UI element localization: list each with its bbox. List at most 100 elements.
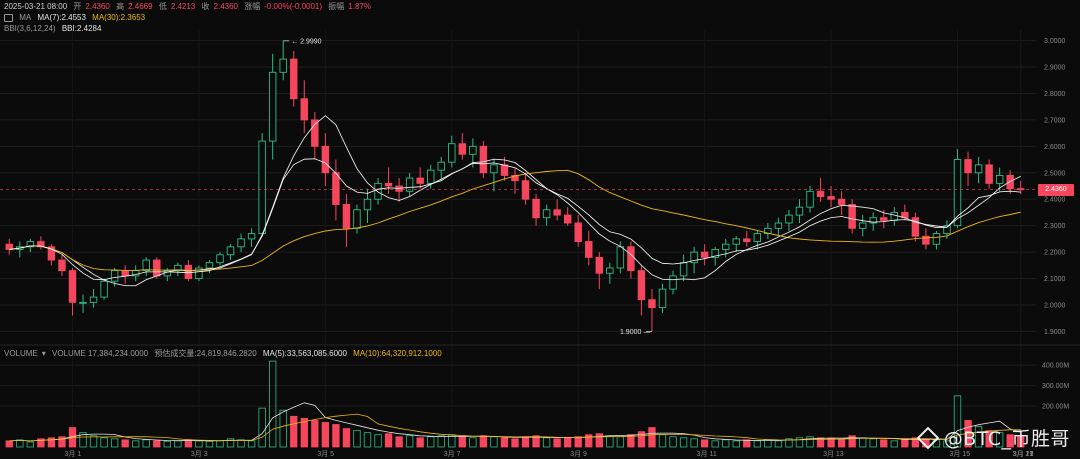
candle (848, 199, 856, 234)
candle-body (342, 204, 351, 229)
date-axis-label: 3月 7 (444, 450, 461, 458)
volume-bar (785, 438, 793, 448)
volume-bar (395, 436, 403, 448)
candle (795, 199, 804, 224)
candle-body (816, 190, 825, 198)
bbi-line (9, 158, 1021, 281)
candle (448, 135, 456, 168)
ma-label[interactable]: MA (19, 13, 32, 22)
candle (68, 267, 77, 316)
candle-body (205, 262, 214, 269)
candle-body (300, 98, 308, 121)
candle (922, 228, 930, 250)
bbi-label[interactable]: BBI(3,6,12,24) (4, 24, 56, 33)
volume-bar (490, 436, 498, 448)
candle-body (353, 209, 361, 229)
volume-ma5-line (9, 402, 1021, 442)
price-axis-label: 2.4000 (1044, 197, 1066, 204)
candle (458, 133, 467, 160)
price-axis-label: 2.6000 (1044, 144, 1066, 151)
candle-body (722, 243, 730, 250)
candle-body (153, 259, 161, 277)
candle-body (437, 161, 445, 171)
volume-bar (585, 434, 593, 448)
candle-body (542, 209, 551, 219)
candle-body (848, 204, 856, 229)
chevron-down-icon[interactable]: ▾ (41, 349, 46, 358)
candle (574, 215, 582, 247)
volume-bar (321, 422, 330, 448)
volume-bar (859, 437, 867, 448)
volume-bar (132, 440, 140, 448)
candle-body (732, 238, 740, 245)
candle (521, 172, 530, 205)
candle-body (964, 159, 972, 174)
candle (532, 193, 540, 226)
candle (816, 178, 825, 202)
date-axis-label: 3月 5 (317, 450, 334, 458)
date-axis-label: 3月 9 (570, 450, 587, 458)
high-annotation: ← 2.9990 (291, 38, 321, 45)
volume-bar (89, 435, 98, 448)
candle (890, 207, 899, 226)
candle-body (226, 246, 235, 256)
volume-bar (932, 439, 941, 448)
volume-bar (427, 436, 435, 448)
candle (911, 212, 920, 242)
candle (342, 193, 351, 247)
estimated-volume: 预估成交量:24,819,846.2820 (154, 349, 257, 358)
volume-bar (564, 437, 572, 448)
volume-bar (142, 439, 150, 448)
candle-body (5, 243, 13, 250)
price-axis-label: 2.3000 (1044, 223, 1066, 230)
candle (426, 164, 435, 189)
candle (490, 159, 498, 192)
candle-body (89, 296, 98, 303)
candle (869, 212, 877, 231)
candle-body (384, 182, 393, 187)
candle-body (490, 164, 498, 174)
volume-bar (311, 420, 319, 448)
volume-ma10: MA(10):64,320,912.1000 (353, 349, 442, 358)
indicator-toggle-icon[interactable] (4, 13, 13, 22)
candle (363, 188, 372, 224)
candle (79, 294, 87, 313)
ma30-value: MA(30):2.3653 (92, 13, 146, 22)
date-axis-label: 3月 3 (191, 450, 208, 458)
logo-icon (916, 426, 940, 449)
candle-body (142, 259, 150, 272)
candle-body (637, 270, 646, 301)
price-axis-label: 2.5000 (1044, 170, 1066, 177)
volume-bar (479, 435, 488, 448)
volume-bar (247, 440, 256, 448)
volume-bar (658, 434, 667, 448)
volume-bar (47, 437, 56, 448)
volume-bar (943, 440, 951, 448)
candle-body (374, 182, 382, 200)
candle-body (416, 177, 424, 184)
volume-bar (37, 438, 45, 448)
volume-bar (753, 440, 761, 448)
ma7-value: MA(7):2.4553 (37, 13, 86, 22)
volume-bar (669, 436, 677, 448)
volume-bar (648, 427, 656, 448)
candle (827, 186, 835, 208)
candle-body (290, 58, 298, 100)
volume-bar (26, 441, 35, 448)
close-label: 收 (201, 2, 210, 11)
volume-label[interactable]: VOLUME (4, 349, 38, 358)
candle (585, 230, 593, 266)
volume-bar (616, 436, 625, 448)
candle-body (553, 209, 561, 216)
candle-body (785, 214, 793, 224)
date-axis-label: 3月 11 (697, 450, 717, 458)
volume-axis-label: 200.00M (1042, 404, 1069, 411)
candle-body (321, 145, 330, 174)
candle-body (47, 246, 56, 261)
candle (985, 159, 993, 189)
candle-body (658, 288, 667, 309)
candle-body (563, 214, 572, 224)
volume-bar (985, 430, 993, 448)
candle (16, 241, 24, 258)
